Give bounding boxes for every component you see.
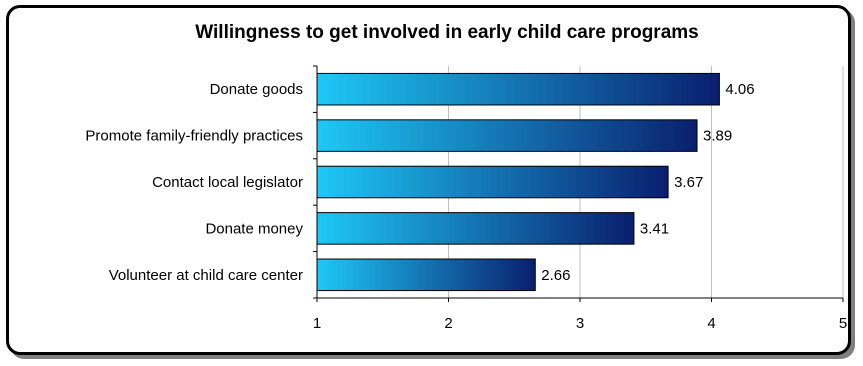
bars [316,72,720,292]
bar [316,212,635,245]
data-label: 4.06 [725,81,754,98]
data-label: 3.67 [674,174,703,191]
x-tick-label: 1 [313,315,321,332]
category-label: Contact local legislator [152,174,303,191]
category-label: Donate money [205,220,303,237]
x-tick-label: 4 [707,315,715,332]
data-label: 3.41 [640,220,669,237]
category-label: Volunteer at child care center [109,267,303,284]
x-tick-label: 3 [576,315,584,332]
x-tick-label: 2 [444,315,452,332]
chart-title: Willingness to get involved in early chi… [195,22,698,43]
category-label: Promote family-friendly practices [85,128,303,145]
data-label: 2.66 [541,267,570,284]
data-label: 3.89 [703,128,732,145]
x-tick-label: 5 [839,315,847,332]
bar [316,72,720,106]
bar [316,258,536,292]
labels: 1 2 3 4 5 Donate goods 4.06 Promote family-frie… [85,81,847,332]
bar [316,119,698,152]
category-label: Donate goods [210,81,303,98]
bar [316,165,669,199]
